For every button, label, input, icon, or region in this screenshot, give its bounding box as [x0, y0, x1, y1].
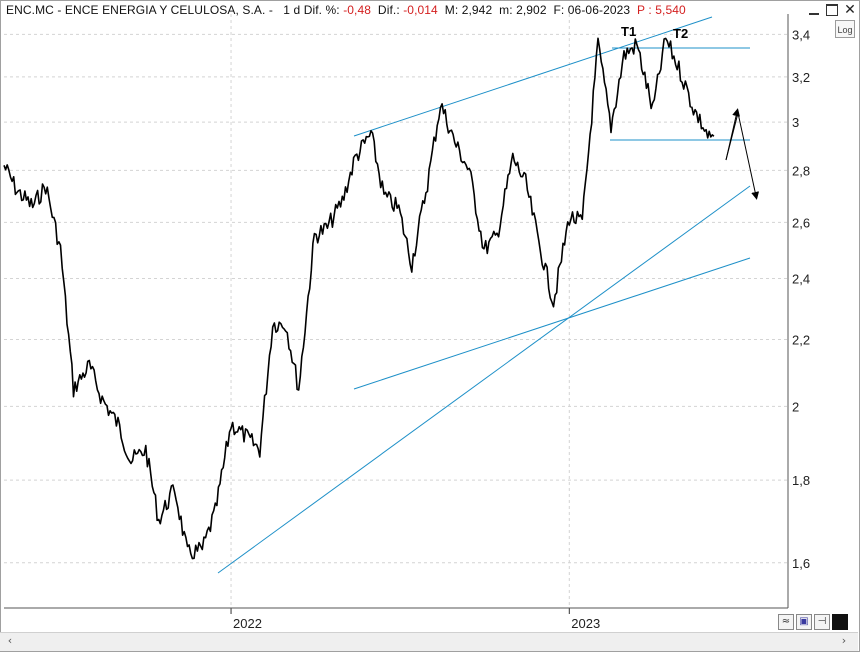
- dif-value: -0,014: [403, 3, 438, 17]
- date-label: F:: [553, 3, 565, 17]
- y-tick-label: 1,6: [792, 556, 810, 571]
- y-tick-label: 1,8: [792, 473, 810, 488]
- upper-channel-line: [353, 16, 713, 137]
- price-series: [3, 37, 715, 560]
- y-tick-label: 3,4: [792, 27, 810, 42]
- period-label: 1 d: [283, 3, 301, 17]
- grid: [4, 14, 788, 608]
- pin-icon[interactable]: ⊣: [814, 614, 830, 630]
- annotation-t1: T1: [621, 24, 636, 39]
- y-tick-label: 3: [792, 115, 799, 130]
- chart-header: ENC.MC - ENCE ENERGIA Y CELULOSA, S.A. -…: [6, 3, 686, 17]
- max-label: M:: [444, 3, 459, 17]
- close-icon[interactable]: ✕: [844, 2, 856, 18]
- dif-pct-label: Dif. %:: [303, 3, 340, 17]
- dif-pct-value: -0,48: [343, 3, 372, 17]
- x-tick-label: 2023: [571, 616, 600, 631]
- y-tick-label: 2,6: [792, 215, 810, 230]
- trend-lines: [217, 16, 751, 574]
- toolbar: ≈ ▣ ⊣: [778, 614, 848, 630]
- min-label: m:: [499, 3, 513, 17]
- long-support-line: [217, 185, 751, 574]
- dif-label: Dif.:: [377, 3, 400, 17]
- annotations: T1 T2: [621, 24, 688, 41]
- ticker-name: ENC.MC - ENCE ENERGIA Y CELULOSA, S.A. -: [6, 3, 273, 17]
- color-swatch-icon[interactable]: [832, 614, 848, 630]
- save-icon[interactable]: ▣: [796, 614, 812, 630]
- annotation-t2: T2: [673, 26, 688, 41]
- axes: 1,6 1,8 2 2,2 2,4 2,6 2,8 3 3,2 3,4 2022 2023: [4, 14, 810, 631]
- y-tick-label: 2,8: [792, 163, 810, 178]
- max-value: 2,942: [461, 3, 493, 17]
- scroll-right-icon[interactable]: ›: [841, 634, 847, 647]
- lower-channel-line: [353, 257, 751, 390]
- x-tick-label: 2022: [233, 616, 262, 631]
- maximize-icon[interactable]: [826, 4, 838, 16]
- y-tick-label: 2: [792, 399, 799, 414]
- window-controls: ✕: [808, 2, 856, 18]
- horizontal-scrollbar[interactable]: [0, 632, 858, 651]
- y-tick-label: 2,2: [792, 333, 810, 348]
- projection-arrow-up: [725, 108, 741, 161]
- date-value: 06-06-2023: [567, 3, 631, 17]
- price-label: P :: [637, 3, 652, 17]
- y-tick-label: 3,2: [792, 70, 810, 85]
- log-scale-button[interactable]: Log: [835, 20, 855, 38]
- y-tick-label: 2,4: [792, 272, 810, 287]
- projection-arrows: [725, 108, 760, 200]
- price-chart: T1 T2 1,6 1,8 2 2,2 2,4 2,6 2,8 3 3,2 3,4 2022 2023: [3, 14, 810, 631]
- scroll-left-icon[interactable]: ‹: [7, 634, 13, 647]
- price-value: 5,540: [655, 3, 686, 17]
- minimize-icon[interactable]: [808, 4, 820, 16]
- price-line: [3, 37, 715, 560]
- wave-tool-icon[interactable]: ≈: [778, 614, 794, 630]
- projection-arrow: [725, 112, 760, 200]
- min-value: 2,902: [516, 3, 547, 17]
